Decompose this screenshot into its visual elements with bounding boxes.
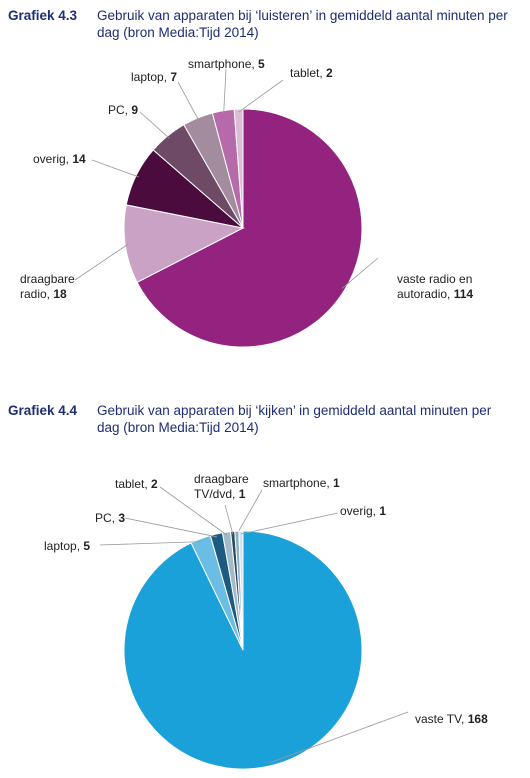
leader-line [99, 541, 202, 546]
slice-label: tablet, 2 [115, 477, 165, 492]
slice-name: draagbare TV/dvd, [194, 472, 249, 501]
slice-value: 1 [333, 476, 340, 490]
slice-label: overig, 1 [340, 504, 400, 519]
chart-title: Gebruik van apparaten bij ‘kijken’ in ge… [97, 403, 492, 435]
pie-slice [123, 530, 363, 770]
leader-line [74, 243, 129, 281]
slice-name: laptop, [44, 539, 81, 553]
slice-label: overig, 14 [33, 152, 103, 167]
slice-value: 168 [467, 712, 488, 726]
slice-name: overig, [340, 504, 377, 518]
slice-value: 2 [151, 477, 158, 491]
slice-name: PC, [95, 511, 116, 525]
slice-value: 2 [326, 66, 333, 80]
slice-name: smartphone, [188, 57, 255, 71]
slice-label: laptop, 5 [44, 539, 104, 554]
chart-title: Gebruik van apparaten bij ‘luisteren’ in… [97, 8, 508, 40]
chart-label: Grafiek 4.3 [8, 8, 78, 23]
slice-name: laptop, [131, 70, 168, 84]
leader-line [224, 504, 234, 535]
slice-name: overig, [33, 152, 70, 166]
leader-line [91, 159, 139, 178]
chart-label: Grafiek 4.4 [8, 403, 78, 418]
leader-line [159, 486, 228, 536]
slice-name: vaste TV, [415, 712, 465, 726]
slice-name: vaste radio en autoradio, [397, 272, 473, 301]
leader-line [236, 489, 263, 535]
slice-label: smartphone, 1 [263, 476, 363, 491]
slice-value: 7 [170, 70, 178, 84]
leader-line [238, 79, 284, 113]
slice-label: draagbare TV/dvd, 1 [194, 472, 254, 502]
slice-value: 114 [453, 287, 474, 301]
slice-label: PC, 3 [95, 511, 135, 526]
leader-line [240, 512, 339, 535]
slice-label: laptop, 7 [131, 70, 191, 85]
slice-name: tablet, [290, 66, 323, 80]
leader-line [177, 81, 200, 121]
pie-slice [238, 530, 244, 651]
slice-label: PC, 9 [108, 103, 148, 118]
slice-value: 1 [379, 504, 387, 518]
leader-line [124, 517, 218, 538]
slice-label: vaste radio en autoradio, 114 [397, 272, 507, 302]
slice-value: 3 [118, 511, 126, 525]
slice-name: PC, [108, 103, 129, 117]
slice-value: 5 [258, 57, 265, 71]
slice-value: 14 [72, 152, 86, 166]
slice-label: draagbare radio, 18 [20, 272, 90, 302]
slice-value: 5 [83, 539, 91, 553]
slice-name: smartphone, [263, 476, 330, 490]
leader-line [139, 111, 170, 139]
slice-label: vaste TV, 168 [415, 712, 515, 727]
slice-value: 9 [131, 103, 139, 117]
slice-value: 1 [238, 487, 246, 501]
pie-slice [123, 204, 245, 283]
slice-name: draagbare radio, [20, 272, 75, 301]
slice-label: tablet, 2 [290, 66, 350, 81]
pie-slice [136, 108, 363, 348]
leader-line [268, 711, 409, 764]
leader-line [223, 68, 227, 114]
leader-line [341, 257, 379, 289]
slice-value: 18 [53, 287, 67, 301]
slice-label: smartphone, 5 [188, 57, 278, 72]
slice-name: tablet, [115, 477, 148, 491]
